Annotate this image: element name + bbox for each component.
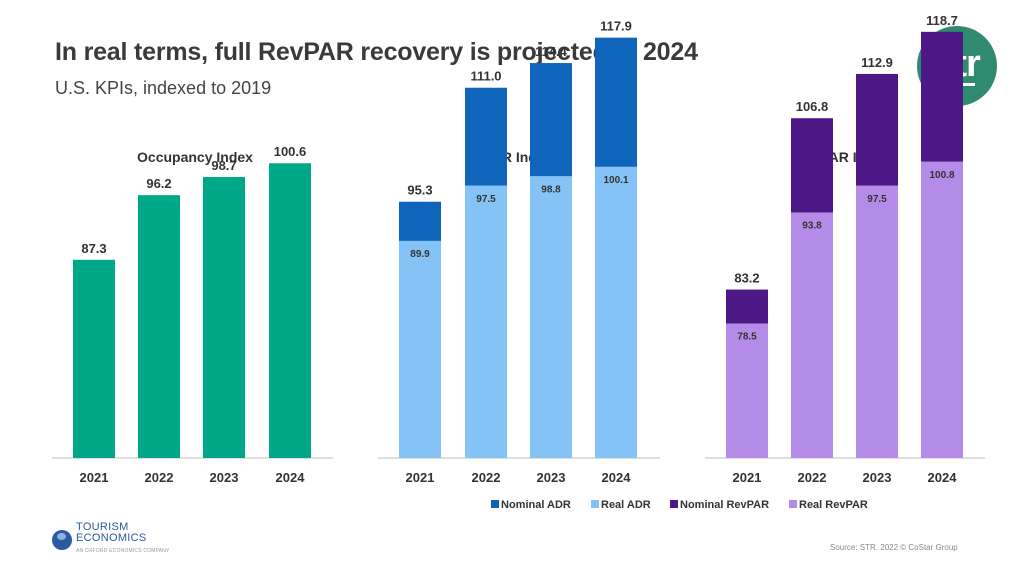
occupancy-bar-2021 [73,259,115,458]
te-logo-line1: TOURISM [76,521,129,533]
real-revpar-bar-2023 [856,185,898,458]
source-note: Source: STR. 2022 © CoStar Group [830,543,958,552]
real-adr-label-2022: 97.5 [476,194,496,205]
real-revpar-bar-2024 [921,161,963,459]
nominal-revpar-label-2024: 118.7 [926,13,958,28]
legend-label-real-revpar: Real RevPAR [799,499,868,511]
x-tick-2-2024: 2024 [602,470,632,485]
x-tick-1-2024: 2024 [276,470,306,485]
real-adr-label-2024: 100.1 [603,175,628,186]
x-tick-3-2021: 2021 [733,470,762,485]
x-tick-1-2023: 2023 [210,470,239,485]
occupancy-bar-2022 [138,195,180,459]
globe-icon [52,529,72,550]
real-revpar-label-2022: 93.8 [802,221,822,232]
legend-swatch-nominal-revpar [670,500,678,508]
legend-label-nominal-adr: Nominal ADR [501,499,571,511]
nominal-revpar-bar-2024 [921,31,963,162]
real-revpar-label-2021: 78.5 [737,332,757,343]
legend-label-real-adr: Real ADR [601,499,651,511]
legend-swatch-real-revpar [789,500,797,508]
nominal-adr-bar-2024 [595,37,637,167]
x-tick-2-2022: 2022 [472,470,501,485]
nominal-adr-label-2023: 114.4 [535,44,568,59]
nominal-adr-label-2021: 95.3 [407,183,432,198]
x-tick-2-2021: 2021 [406,470,435,485]
real-adr-bar-2023 [530,176,572,458]
nominal-adr-label-2024: 117.9 [600,19,632,34]
legend-swatch-real-adr [591,500,599,508]
nominal-revpar-bar-2022 [791,118,833,213]
occupancy-label-2023: 98.7 [211,158,236,173]
x-tick-3-2023: 2023 [863,470,892,485]
real-revpar-label-2024: 100.8 [929,170,954,181]
real-revpar-bar-2021 [726,323,768,458]
nominal-adr-bar-2022 [465,87,507,186]
chart-title-1: Occupancy Index [137,149,253,165]
real-adr-bar-2024 [595,166,637,458]
te-logo-sub: AN OXFORD ECONOMICS COMPANY [76,548,170,554]
nominal-revpar-label-2022: 106.8 [796,99,829,114]
te-logo-line2: ECONOMICS [76,532,147,544]
nominal-adr-bar-2023 [530,63,572,177]
real-adr-label-2021: 89.9 [410,249,430,260]
nominal-revpar-bar-2021 [726,289,768,324]
nominal-revpar-label-2023: 112.9 [861,55,893,70]
legend-swatch-nominal-adr [491,500,499,508]
nominal-adr-bar-2021 [399,201,441,241]
x-tick-3-2024: 2024 [928,470,958,485]
occupancy-bar-2024 [269,163,311,458]
occupancy-label-2022: 96.2 [146,176,171,191]
nominal-adr-label-2022: 111.0 [470,69,501,84]
page-subtitle: U.S. KPIs, indexed to 2019 [55,78,272,98]
real-revpar-label-2023: 97.5 [867,194,887,205]
page-title: In real terms, full RevPAR recovery is p… [55,38,698,66]
x-tick-2-2023: 2023 [537,470,566,485]
occupancy-label-2024: 100.6 [274,144,307,159]
legend-label-nominal-revpar: Nominal RevPAR [680,499,769,511]
real-adr-bar-2022 [465,185,507,458]
x-tick-1-2021: 2021 [80,470,109,485]
occupancy-label-2021: 87.3 [81,241,106,256]
x-tick-1-2022: 2022 [145,470,174,485]
real-adr-bar-2021 [399,240,441,458]
occupancy-bar-2023 [203,177,245,458]
x-tick-3-2022: 2022 [798,470,827,485]
nominal-revpar-label-2021: 83.2 [734,271,759,286]
tourism-economics-logo: TOURISM ECONOMICS AN OXFORD ECONOMICS CO… [52,522,170,557]
real-revpar-bar-2022 [791,212,833,458]
nominal-revpar-bar-2023 [856,73,898,186]
real-adr-label-2023: 98.8 [541,184,561,195]
